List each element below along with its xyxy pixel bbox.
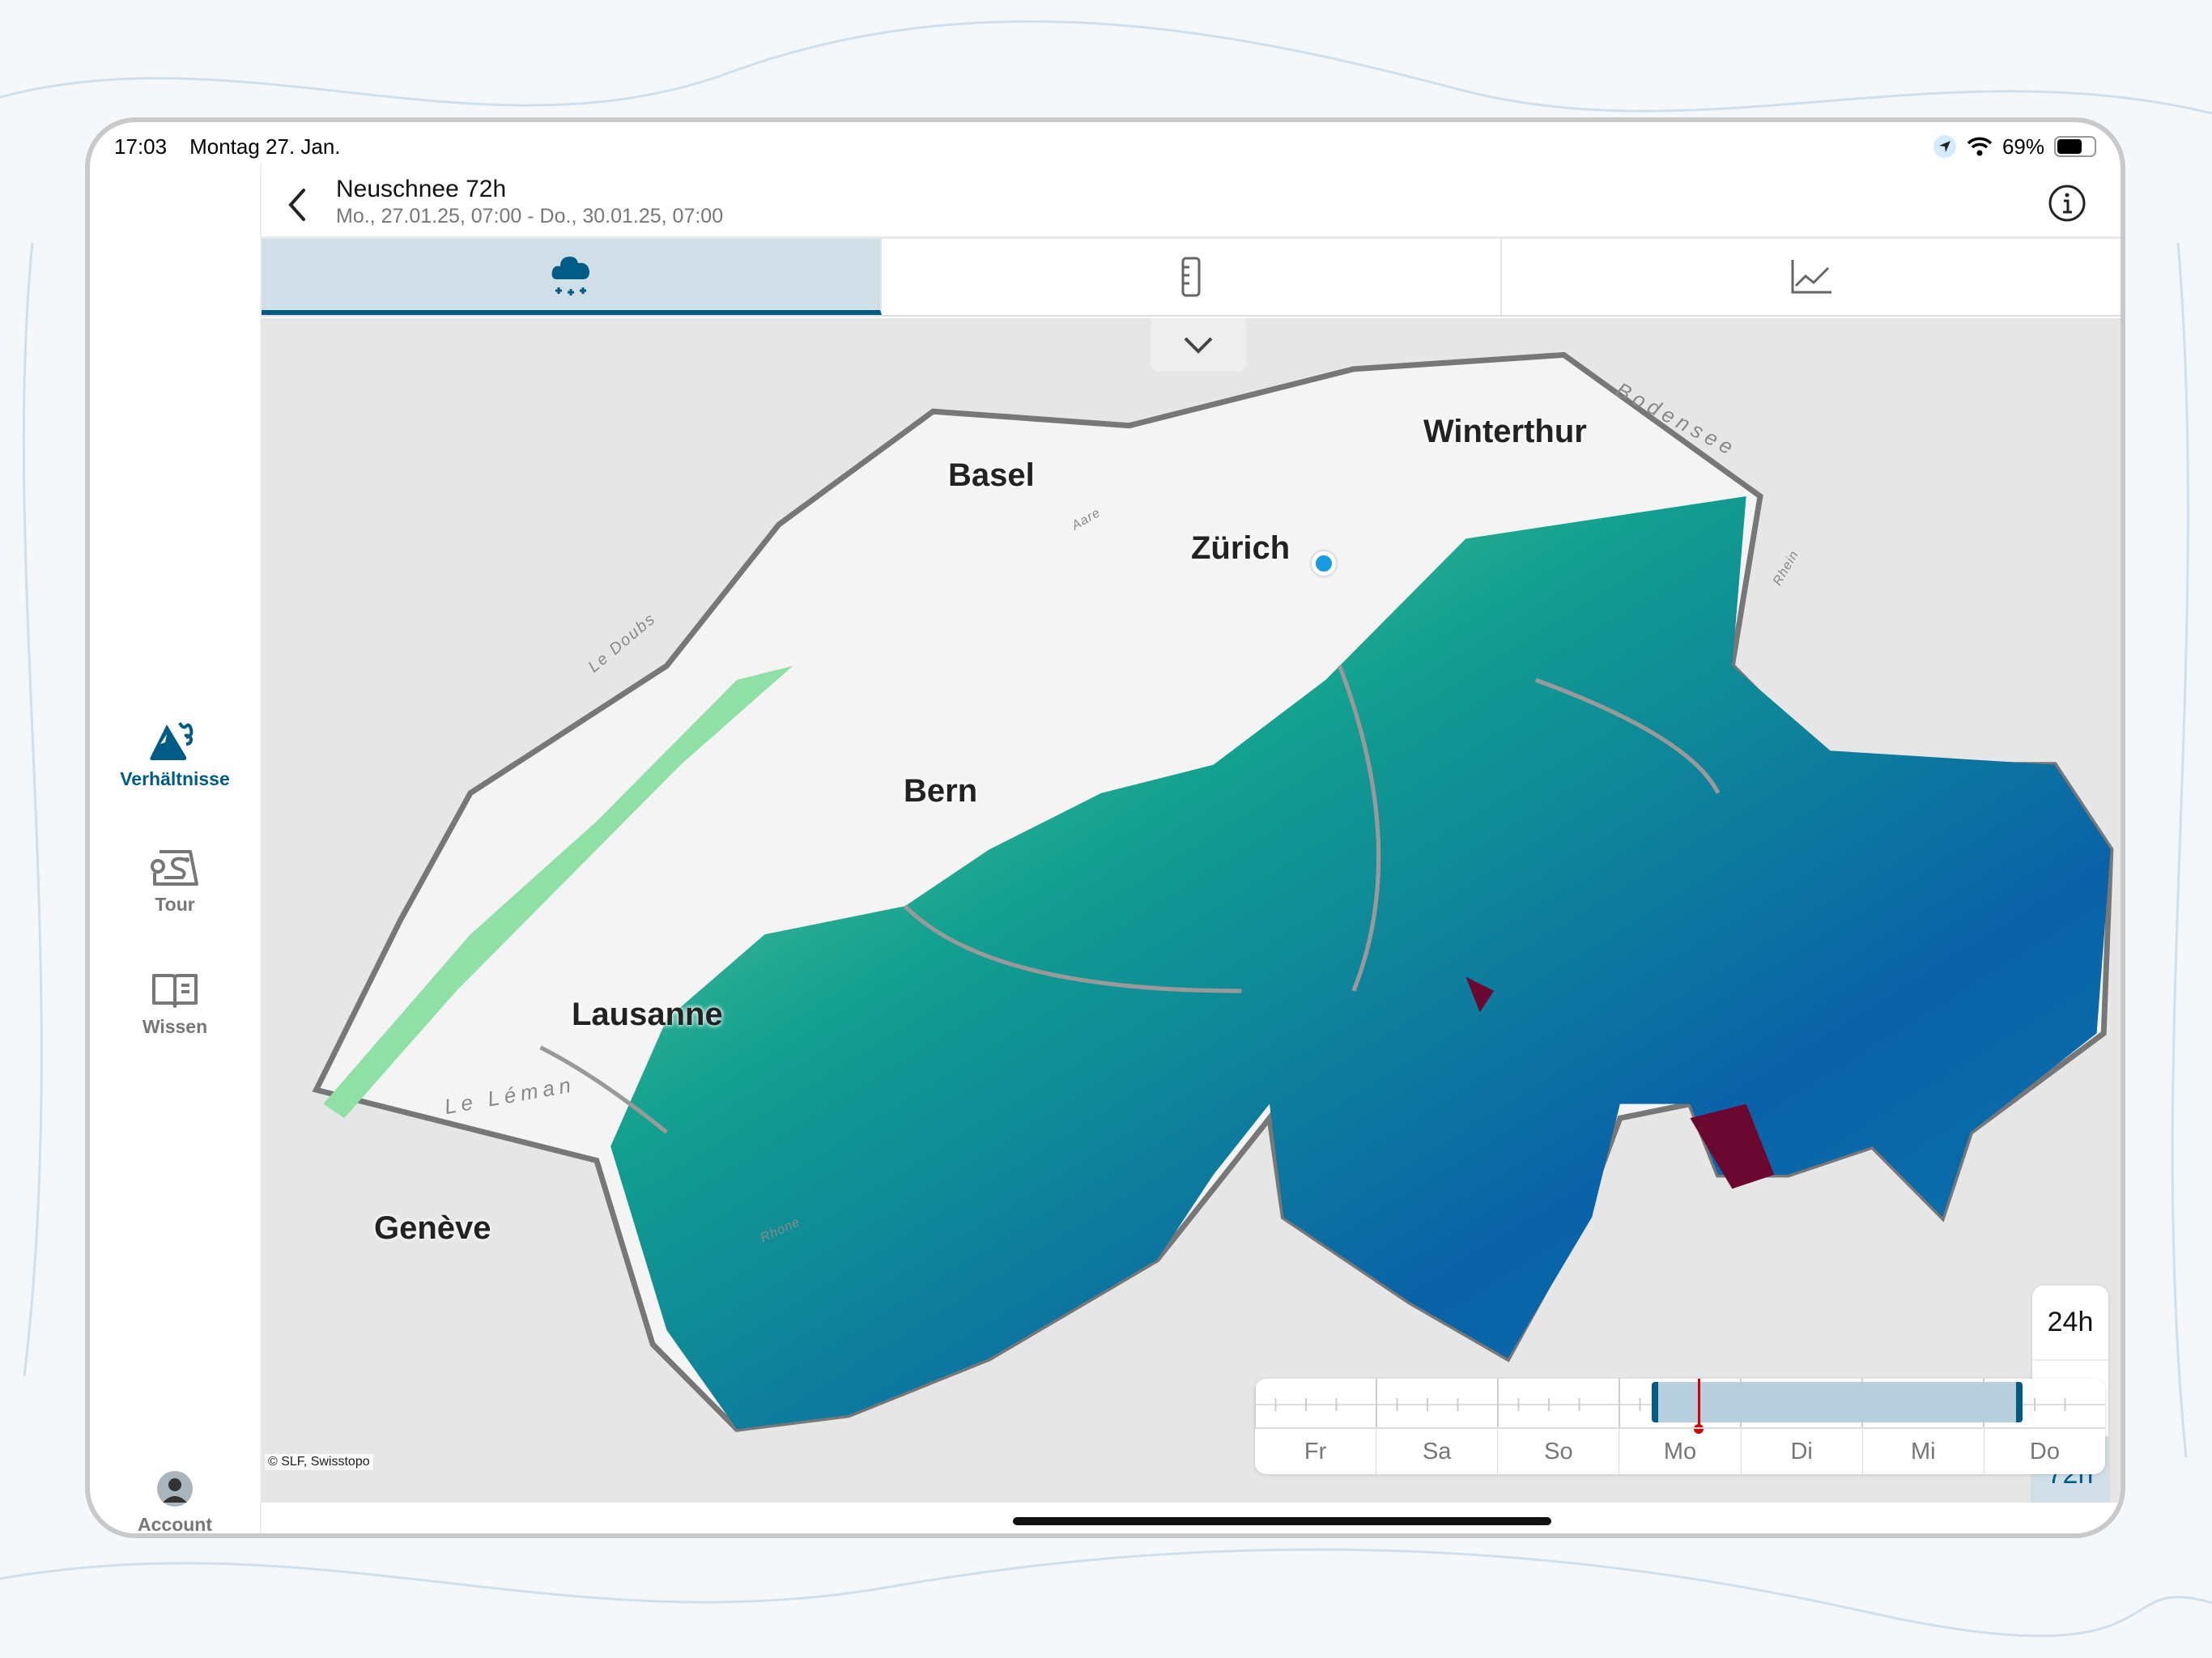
snow-gauge-icon [1181, 257, 1201, 297]
page-subtitle: Mo., 27.01.25, 07:00 - Do., 30.01.25, 07… [336, 205, 724, 227]
header: Neuschnee 72h Mo., 27.01.25, 07:00 - Do.… [262, 163, 2121, 239]
day-label[interactable]: Fr [1255, 1429, 1377, 1474]
day-label[interactable]: Do [2029, 1438, 2060, 1465]
city-label-basel: Basel [948, 457, 1035, 493]
tab-snow-map[interactable] [262, 239, 882, 315]
current-time-marker [1694, 1379, 1704, 1434]
view-tabs [262, 239, 2121, 317]
sidebar-item-label: Verhältnisse [120, 768, 230, 789]
status-date: Montag 27. Jan. [189, 134, 341, 159]
location-arrow-icon [1933, 135, 1956, 158]
city-label-zurich: Zürich [1191, 530, 1291, 566]
sidebar-item-wissen[interactable]: Wissen [90, 972, 260, 1038]
sidebar-item-verhaeltnisse[interactable]: Verhältnisse [90, 721, 260, 790]
current-location-marker[interactable] [1312, 551, 1336, 576]
main-content: Neuschnee 72h Mo., 27.01.25, 07:00 - Do.… [260, 163, 2121, 1533]
sidebar-item-account[interactable]: Account [90, 1470, 260, 1535]
home-indicator[interactable] [1013, 1517, 1551, 1525]
book-icon [152, 974, 198, 1008]
sidebar: Verhältnisse Tour Wissen Account [90, 163, 260, 1533]
range-24h-button[interactable]: 24h [2032, 1286, 2108, 1362]
collapse-dropdown-button[interactable] [1151, 318, 1246, 372]
battery-icon [2054, 136, 2096, 157]
day-label[interactable]: Sa [1376, 1429, 1499, 1474]
day-label[interactable]: So [1498, 1429, 1620, 1474]
snow-map[interactable]: Basel Winterthur Zürich Bern Lausanne Ge… [262, 318, 2121, 1503]
status-bar: 17:03 Montag 27. Jan. 69% [114, 129, 2096, 164]
day-label[interactable]: Di [1742, 1429, 1863, 1474]
ipad-frame: 17:03 Montag 27. Jan. 69% Verhältnisse T… [85, 117, 2125, 1538]
snow-area-jura [323, 665, 793, 1119]
timeline-slider[interactable]: Fr Sa So Mo Di Mi Do [1255, 1379, 2105, 1474]
avatar [157, 1471, 193, 1507]
route-map-icon [151, 850, 198, 886]
battery-percent: 69% [2001, 134, 2044, 159]
snow-max [1465, 976, 1775, 1189]
sidebar-item-tour[interactable]: Tour [90, 848, 260, 916]
snow-area [610, 495, 2111, 1430]
status-time: 17:03 [114, 134, 168, 159]
sidebar-item-label: Tour [155, 894, 195, 915]
sidebar-item-label: Wissen [142, 1016, 208, 1037]
back-chevron-icon[interactable] [286, 187, 310, 223]
day-label[interactable]: Mo [1619, 1429, 1742, 1474]
page-title: Neuschnee 72h [336, 176, 507, 202]
city-label-winterthur: Winterthur [1423, 414, 1587, 449]
map-copyright: © SLF, Swisstopo [265, 1454, 373, 1470]
sidebar-item-label: Account [138, 1514, 212, 1535]
chevron-down-icon [1184, 337, 1213, 354]
day-label[interactable]: Mi [1863, 1429, 1984, 1474]
city-label-bern: Bern [904, 773, 978, 809]
timeline-days: Fr Sa So Mo Di Mi Do [1255, 1427, 2105, 1474]
city-label-geneve: Genève [374, 1210, 491, 1246]
tab-chart[interactable] [1502, 239, 2121, 315]
mountain-wind-icon [150, 722, 194, 760]
city-label-lausanne: Lausanne [572, 997, 723, 1032]
wifi-icon [1967, 137, 1993, 156]
snow-cloud-icon [551, 257, 589, 295]
selected-range-handle[interactable] [1652, 1382, 2023, 1422]
map-canvas [262, 318, 2121, 1503]
line-chart-icon [1791, 260, 1831, 294]
tab-snow-gauge[interactable] [882, 239, 1502, 315]
info-icon[interactable] [2048, 184, 2087, 223]
